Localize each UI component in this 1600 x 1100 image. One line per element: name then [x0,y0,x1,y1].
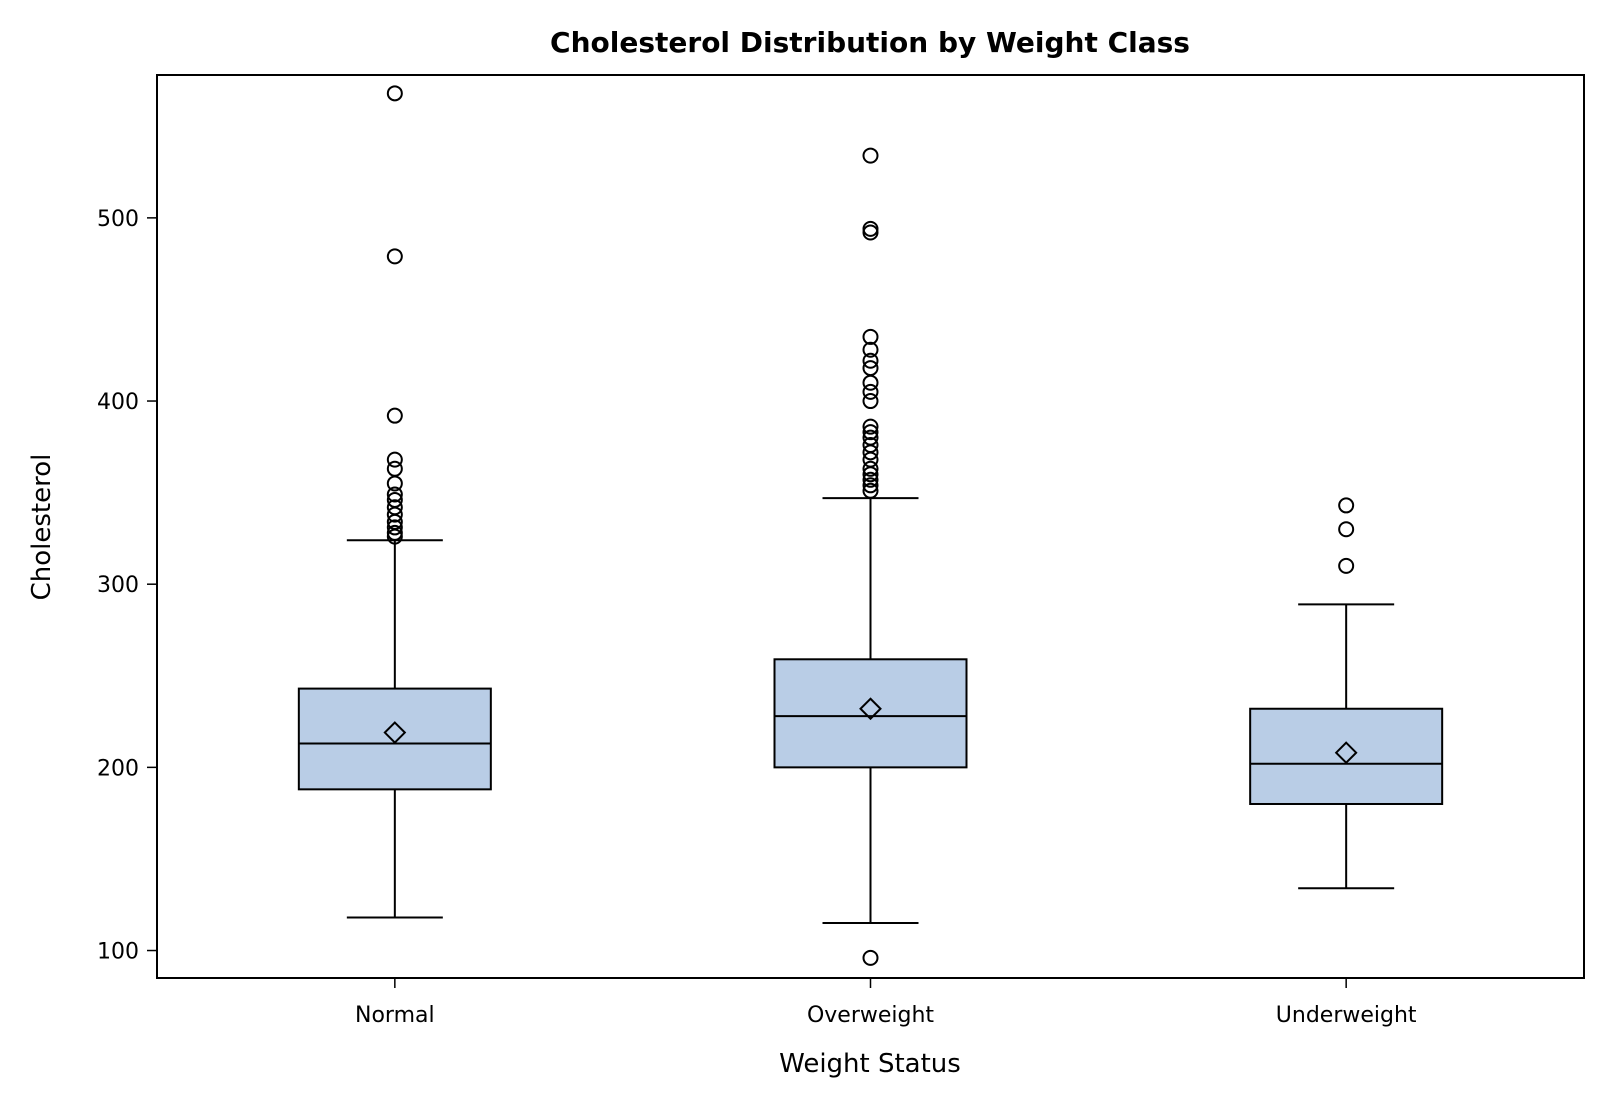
outlier-overweight-21 [862,147,879,164]
iqr-box-underweight [1249,707,1444,805]
outlier-normal-6 [386,491,403,508]
x-tick-label-overweight: Overweight [807,1003,934,1028]
box-group-underweight [1249,497,1444,890]
chart-title: Cholesterol Distribution by Weight Class [550,26,1190,59]
outlier-overweight-3 [862,471,879,488]
outlier-overweight-18 [862,328,879,345]
outlier-overweight-14 [862,374,879,391]
outlier-overweight-2 [862,477,879,494]
outlier-normal-7 [386,486,403,503]
outlier-overweight-12 [862,393,879,410]
outlier-normal-13 [386,85,403,102]
outlier-underweight-1 [1338,521,1355,538]
outlier-normal-9 [386,460,403,477]
box-group-overweight [773,147,968,966]
y-tick-label-400: 400 [97,390,139,415]
y-tick-label-300: 300 [97,573,139,598]
outlier-normal-5 [386,499,403,516]
mean-marker-overweight [859,697,882,721]
outlier-overweight-11 [862,418,879,435]
x-axis-label: Weight Status [779,1049,961,1079]
mean-marker-normal [383,721,407,744]
outlier-normal-10 [386,451,403,468]
outlier-overweight-13 [862,383,879,400]
y-tick-label-200: 200 [97,756,139,781]
outlier-underweight-2 [1338,497,1355,514]
outlier-normal-12 [386,248,403,265]
outlier-overweight-8 [862,436,879,453]
iqr-box-overweight [773,658,968,769]
outlier-overweight-16 [862,352,879,369]
outlier-normal-11 [386,407,403,424]
outlier-normal-2 [386,519,403,536]
outlier-overweight-5 [862,460,879,477]
x-tick-label-underweight: Underweight [1276,1003,1417,1028]
outlier-overweight-10 [862,424,879,441]
outlier-overweight-17 [862,341,879,358]
y-axis-label: Cholesterol [27,454,57,601]
plot-area [297,85,1444,966]
x-tick-label-normal: Normal [355,1003,435,1028]
y-tick-label-500: 500 [97,207,139,232]
outlier-overweight-20 [862,220,879,237]
x-axis: Normal Overweight Underweight [355,978,1417,1028]
y-tick-label-100: 100 [97,940,139,965]
outlier-underweight-0 [1338,557,1355,574]
outlier-overweight-1 [862,482,879,499]
outlier-overweight-0 [862,949,879,966]
iqr-box-normal [297,687,492,791]
y-axis: 100 200 300 400 500 [97,207,157,965]
box-group-normal [297,85,492,919]
outlier-normal-1 [386,524,403,541]
outlier-overweight-15 [862,360,879,377]
outlier-overweight-9 [862,429,879,446]
mean-marker-underweight [1334,741,1358,765]
